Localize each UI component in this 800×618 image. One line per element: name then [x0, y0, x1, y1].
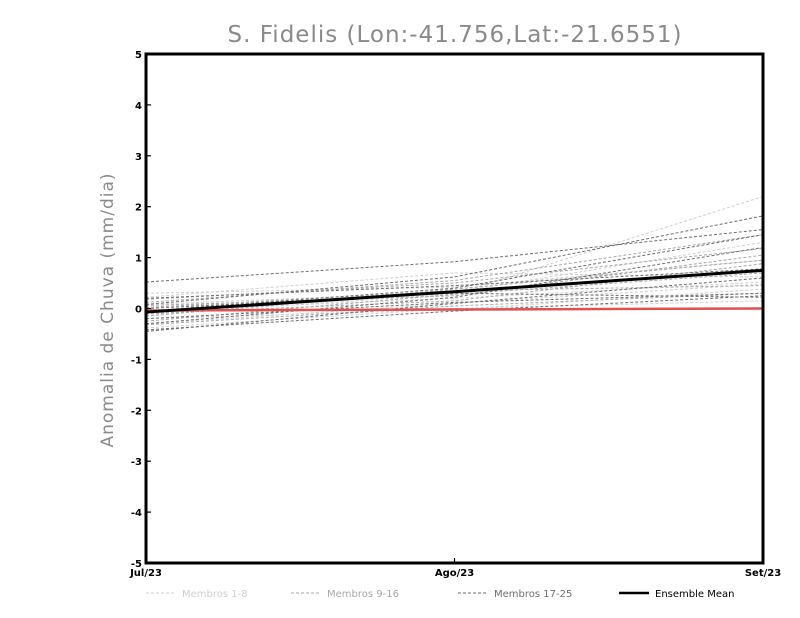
y-tick-label: -2	[131, 406, 142, 417]
series-line-membro-4	[145, 241, 764, 305]
y-tick-label: -3	[131, 457, 142, 468]
series-line-observado	[145, 307, 764, 312]
y-axis-ticks: 5 4 3 2 1 0 -1 -2 -3 -4 -5	[131, 50, 151, 570]
series-line-membro-3	[145, 283, 764, 325]
series-line-membro-10	[145, 272, 764, 322]
series-line-membro-25	[145, 292, 764, 309]
series-line-membro-22	[145, 268, 764, 299]
legend-label: Membros 1-8	[182, 589, 248, 600]
y-tick-label: -4	[131, 508, 142, 519]
legend-label: Ensemble Mean	[655, 589, 734, 600]
x-tick-label: Ago/23	[435, 568, 474, 579]
y-axis-label: Anomalia de Chuva (mm/dia)	[98, 172, 118, 447]
series-line-membro-5	[145, 288, 764, 320]
y-tick-label: -1	[131, 355, 142, 366]
x-tick-label: Set/23	[745, 568, 781, 579]
legend: Membros 1-8 Membros 9-16 Membros 17-25 Ense…	[146, 589, 734, 600]
series-line-membro-17	[145, 229, 764, 283]
chart-title: S. Fidelis (Lon:-41.756,Lat:-21.6551)	[228, 22, 683, 48]
series-line-ensemble-mean	[145, 268, 764, 314]
y-tick-label: 1	[135, 254, 142, 265]
series-layer	[145, 196, 764, 332]
series-line-membro-21	[145, 234, 764, 312]
series-line-membro-9	[145, 234, 764, 303]
series-line-membro-7	[145, 281, 764, 312]
series-line-membro-2	[145, 272, 764, 298]
y-tick-label: -5	[131, 559, 142, 570]
y-tick-label: 3	[135, 152, 142, 163]
legend-label: Membros 9-16	[327, 589, 399, 600]
x-axis-ticks: Jul/23 Ago/23 Set/23	[129, 558, 781, 579]
series-line-membro-15	[145, 259, 764, 317]
y-tick-label: 0	[135, 305, 142, 316]
y-tick-label: 2	[135, 203, 142, 214]
legend-label: Membros 17-25	[494, 589, 572, 600]
x-tick-label: Jul/23	[129, 568, 162, 579]
y-tick-label: 4	[135, 101, 142, 112]
series-line-membro-24	[145, 277, 764, 332]
y-tick-label: 5	[135, 50, 142, 61]
series-line-membro-23	[145, 292, 764, 320]
series-line-membro-6	[145, 259, 764, 294]
series-line-membro-20	[145, 246, 764, 325]
series-line-membro-16	[145, 254, 764, 306]
